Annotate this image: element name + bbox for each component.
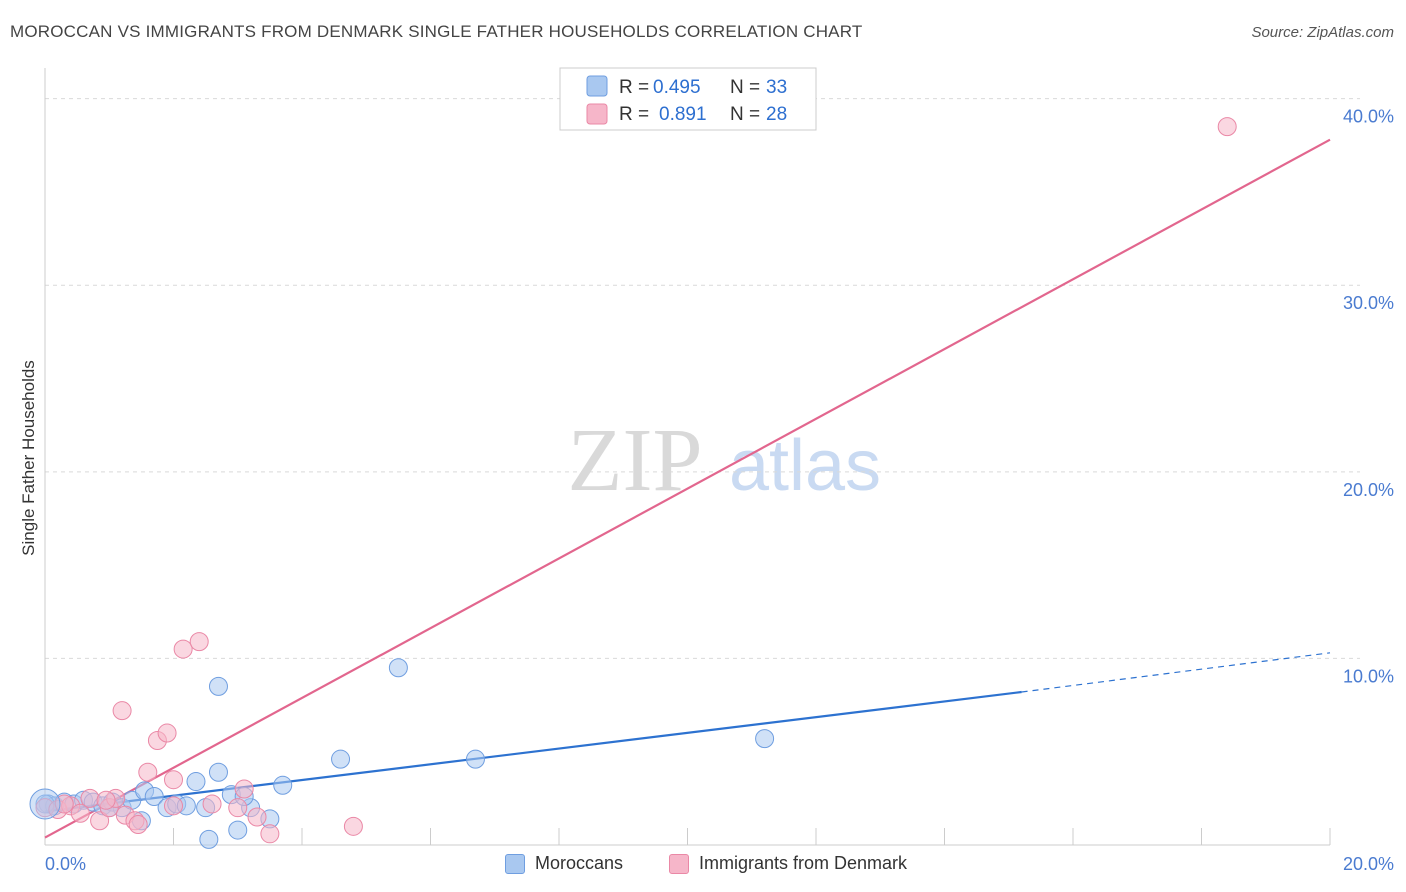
point-moroccans xyxy=(388,658,408,678)
point-denmark xyxy=(247,807,267,827)
legend-swatch-moroccans-bottom xyxy=(505,853,525,874)
points-layer xyxy=(29,117,1237,849)
legend-item-moroccans[interactable]: Moroccans xyxy=(505,853,623,874)
legend-r-label-2: R = xyxy=(619,104,649,125)
point-denmark xyxy=(90,811,110,831)
point-moroccans xyxy=(273,775,293,795)
watermark-atlas: atlas xyxy=(729,426,881,506)
trend-line-moroccans-extension xyxy=(1021,652,1331,693)
point-denmark xyxy=(343,816,363,836)
point-moroccans-cluster xyxy=(29,788,61,820)
legend-n-value-1: 33 xyxy=(766,77,787,98)
trend-line-moroccans xyxy=(44,690,1022,813)
y-tick-label: 10.0% xyxy=(1343,666,1394,686)
y-tick-label: 40.0% xyxy=(1343,107,1394,127)
stats-legend: R = 0.495 N = 33 R = 0.891 N = 28 xyxy=(559,67,817,131)
legend-swatch-denmark-bottom xyxy=(669,853,689,874)
point-denmark xyxy=(112,701,132,721)
point-denmark xyxy=(228,798,248,818)
point-moroccans xyxy=(755,729,775,749)
legend-r-label-1: R = xyxy=(619,77,649,98)
point-denmark xyxy=(164,796,183,816)
legend-swatch-denmark xyxy=(586,103,608,125)
watermark-zip: ZIP xyxy=(568,411,703,510)
point-denmark xyxy=(138,762,158,782)
source-label: Source: ZipAtlas.com xyxy=(1251,24,1394,41)
point-denmark xyxy=(80,788,100,808)
point-moroccans xyxy=(199,829,219,849)
point-moroccans xyxy=(208,676,228,696)
x-tick-label: 20.0% xyxy=(1343,854,1394,874)
point-moroccans xyxy=(186,772,206,792)
legend-r-value-2: 0.891 xyxy=(659,104,707,125)
grid-layer xyxy=(45,98,1360,659)
point-moroccans xyxy=(465,749,485,769)
axis-layer: 10.0% 20.0% 30.0% 40.0% 0.0% 20.0% xyxy=(44,68,1394,874)
y-axis-label: Single Father Households xyxy=(19,360,38,556)
legend-r-value-1: 0.495 xyxy=(653,77,701,98)
point-denmark xyxy=(1217,117,1237,137)
point-denmark xyxy=(70,803,90,823)
point-denmark xyxy=(128,814,148,834)
trend-line-denmark xyxy=(44,138,1331,839)
legend-label-moroccans: Moroccans xyxy=(535,853,624,873)
point-moroccans xyxy=(228,820,248,840)
x-tick-label: 0.0% xyxy=(45,854,86,874)
y-tick-label: 30.0% xyxy=(1343,293,1394,313)
legend-label-denmark: Immigrants from Denmark xyxy=(699,853,908,873)
trend-layer xyxy=(44,138,1331,839)
point-moroccans xyxy=(208,762,228,782)
point-denmark xyxy=(260,824,280,844)
point-moroccans xyxy=(331,749,351,769)
point-denmark xyxy=(164,770,183,790)
chart-title: MOROCCAN VS IMMIGRANTS FROM DENMARK SING… xyxy=(10,22,863,41)
point-denmark xyxy=(173,639,193,659)
point-denmark xyxy=(157,723,177,743)
legend-n-label-2: N = xyxy=(730,104,760,125)
point-denmark xyxy=(234,779,254,799)
legend-item-denmark[interactable]: Immigrants from Denmark xyxy=(669,853,907,874)
point-denmark xyxy=(202,794,222,814)
legend-n-label-1: N = xyxy=(730,77,760,98)
y-tick-label: 20.0% xyxy=(1343,480,1394,500)
bottom-legend: Moroccans Immigrants from Denmark xyxy=(0,850,1406,880)
point-denmark xyxy=(189,632,209,652)
legend-swatch-moroccans xyxy=(586,75,608,97)
legend-n-value-2: 28 xyxy=(766,104,787,125)
point-denmark xyxy=(96,790,116,810)
point-moroccans xyxy=(144,786,164,806)
